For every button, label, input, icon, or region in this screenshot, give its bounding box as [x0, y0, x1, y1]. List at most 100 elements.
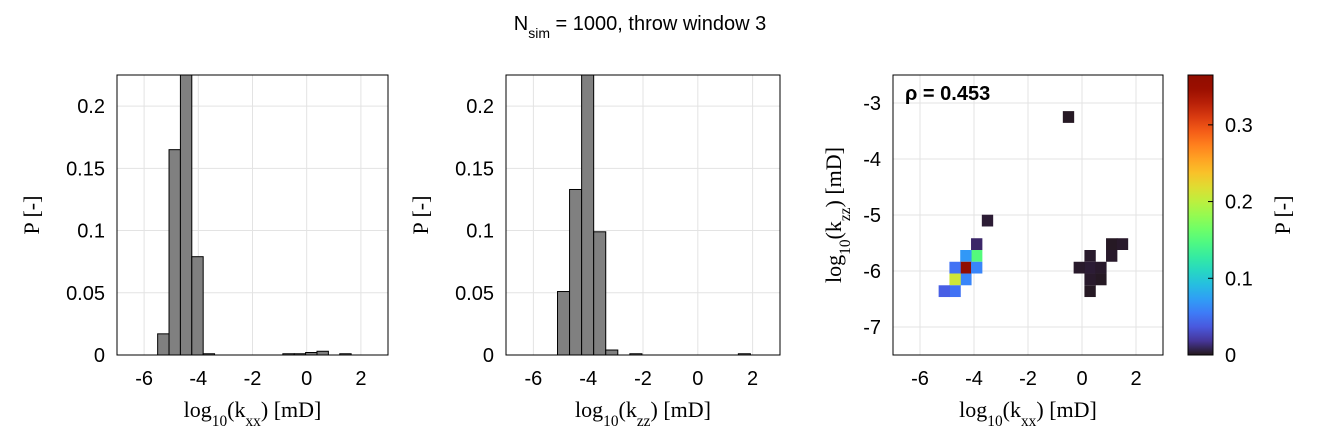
figure-title: Nsim = 1000, throw window 3: [514, 13, 766, 41]
heatmap-cell: [1095, 261, 1107, 274]
label-part: ) [mD]: [1036, 397, 1096, 422]
colorbar: [1187, 74, 1214, 356]
label-part: 10: [987, 413, 1003, 430]
label-part: ) [mD]: [261, 397, 321, 422]
y-tick-label: 0.15: [455, 158, 494, 180]
y-tick-label: -6: [863, 261, 881, 283]
label-part: P [-]: [19, 196, 44, 235]
heatmap-cell: [960, 273, 972, 286]
label-part: xx: [245, 413, 261, 430]
x-tick-label: -2: [244, 368, 262, 390]
y-tick-label: -5: [863, 205, 881, 227]
x-tick-label: 0: [1076, 368, 1087, 390]
y-tick-label: -7: [863, 317, 881, 339]
x-tick-label: -6: [135, 368, 153, 390]
colorbar-tick-label: 0.1: [1225, 268, 1253, 290]
y-axis-label: P [-]: [408, 196, 433, 235]
x-tick-label: -4: [189, 368, 207, 390]
colorbar-tick-label: 0.2: [1225, 192, 1253, 214]
heatmap-cell: [949, 273, 961, 286]
bar: [557, 291, 571, 355]
y-tick-label: -4: [863, 149, 881, 171]
marks: [938, 111, 1129, 298]
label-part: N: [514, 13, 528, 35]
bar: [569, 188, 583, 355]
heatmap-cell: [1084, 261, 1096, 274]
annotation: ρ = 0.453: [905, 83, 990, 105]
x-tick-label: 0: [692, 368, 703, 390]
y-tick-label: -3: [863, 93, 881, 115]
x-tick-label: 2: [747, 368, 758, 390]
x-tick-label: -4: [579, 368, 597, 390]
label-part: ) [mD]: [821, 147, 846, 207]
x-tick-label: -2: [634, 368, 652, 390]
label-part: 10: [837, 239, 854, 255]
bar: [581, 75, 595, 355]
marks: [157, 75, 352, 355]
heatmap-cell: [971, 250, 983, 262]
heatmap-cell: [971, 238, 983, 250]
heatmap-cell: [938, 285, 950, 298]
bar: [179, 75, 193, 355]
heatmap-cell: [1084, 250, 1096, 262]
bar: [157, 333, 170, 355]
bar: [605, 349, 619, 355]
axes-box: [116, 74, 389, 356]
axes-box: [892, 74, 1164, 356]
colorbar-tick-label: 0.3: [1225, 115, 1253, 137]
label-part: (k: [619, 397, 637, 422]
label-part: zz: [837, 207, 854, 221]
y-tick-label: 0.1: [77, 221, 105, 243]
heatmap-cell: [960, 250, 972, 262]
label-part: P [-]: [408, 196, 433, 235]
y-tick-label: 0.1: [466, 221, 494, 243]
heatmap-cell: [1084, 285, 1096, 298]
label-part: P [-]: [1270, 196, 1295, 235]
colorbar-tick-label: 0: [1225, 345, 1236, 367]
label-part: log: [821, 255, 846, 283]
heatmap-cell: [960, 261, 972, 274]
label-part: sim: [528, 25, 550, 41]
label-part: = 1000, throw window 3: [550, 13, 766, 35]
bar: [191, 256, 204, 355]
y-tick-label: 0.2: [77, 96, 105, 118]
bar: [168, 149, 181, 355]
x-axis-label: log10(kxx) [mD]: [184, 397, 322, 430]
label-part: (k: [227, 397, 245, 422]
axes-box: [505, 74, 781, 356]
heatmap-cell: [1095, 273, 1107, 286]
y-tick-label: 0.05: [455, 283, 494, 305]
x-tick-label: 2: [355, 368, 366, 390]
heatmap-cell: [1116, 238, 1129, 250]
heatmap-cell: [1106, 250, 1118, 262]
x-axis-label: log10(kzz) [mD]: [575, 397, 711, 430]
x-tick-label: 0: [301, 368, 312, 390]
x-axis-label: log10(kxx) [mD]: [959, 397, 1097, 430]
x-tick-label: -6: [911, 368, 929, 390]
heatmap-cell: [1073, 261, 1085, 274]
label-part: (k: [1003, 397, 1021, 422]
y-axis-label: P [-]: [19, 196, 44, 235]
label-part: log: [184, 397, 212, 422]
colorbar-label: P [-]: [1270, 196, 1295, 235]
heatmap-cell: [1084, 273, 1096, 286]
label-part: xx: [1021, 413, 1037, 430]
heatmap-cell: [1062, 111, 1075, 123]
y-tick-label: 0.15: [66, 158, 105, 180]
y-tick-label: 0: [483, 345, 494, 367]
label-part: zz: [637, 413, 651, 430]
bar: [593, 231, 607, 355]
y-tick-label: 0.2: [466, 96, 494, 118]
marks: [557, 75, 751, 355]
bar: [316, 350, 329, 355]
heatmap-cell: [949, 261, 961, 274]
x-tick-label: -4: [965, 368, 983, 390]
heatmap-cell: [981, 214, 994, 227]
heatmap-cell: [971, 261, 983, 274]
x-tick-label: 2: [1130, 368, 1141, 390]
label-part: log: [575, 397, 603, 422]
y-tick-label: 0: [94, 345, 105, 367]
label-part: 10: [212, 413, 228, 430]
label-part: 10: [603, 413, 619, 430]
